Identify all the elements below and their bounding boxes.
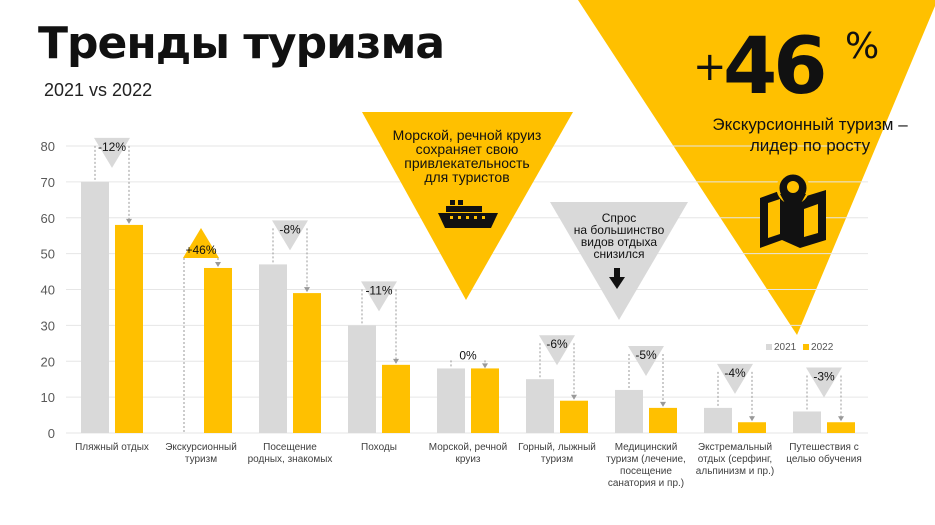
demand-callout-line: снизился	[593, 247, 645, 261]
y-tick-label: 10	[41, 390, 55, 405]
arrow-down-icon	[609, 268, 625, 289]
bar-2021	[259, 264, 287, 433]
cruise-callout-line: Морской, речной круиз	[392, 127, 542, 143]
bar-2022	[204, 267, 232, 433]
y-tick-label: 50	[41, 247, 55, 262]
bar-2022	[471, 368, 499, 433]
legend-swatch-2021	[766, 344, 772, 351]
change-label: 0%	[459, 348, 477, 362]
bar-2022	[293, 293, 321, 433]
bar-2021	[615, 389, 643, 433]
change-triangle-down	[717, 363, 753, 394]
page-title: Тренды туризма	[38, 18, 445, 69]
x-tick-label: Пляжный отдых	[75, 442, 149, 453]
bar-2022	[115, 224, 143, 433]
cruise-callout-line: привлекательность	[404, 155, 530, 171]
legend-label-2021: 2021	[774, 342, 797, 353]
headline-number: 46	[723, 22, 828, 112]
change-arrow	[126, 218, 132, 224]
x-tick-label: Посещение родных, знакомых	[248, 442, 333, 465]
y-tick-label: 70	[41, 175, 55, 190]
cruise-callout-line: сохраняет свою	[415, 141, 519, 157]
change-triangle-down	[94, 137, 130, 168]
demand-callout-line: видов отдыха	[580, 235, 658, 249]
x-tick-label: Морской, речной круиз	[429, 442, 507, 465]
legend: 2021 2022	[766, 342, 837, 353]
bar-2021	[81, 181, 109, 433]
bar-2021	[348, 325, 376, 433]
change-arrow	[393, 358, 399, 364]
demand-callout-triangle	[550, 202, 688, 320]
bar-2021	[437, 368, 465, 433]
demand-callout-line: на большинство	[573, 223, 665, 237]
bar-2021	[793, 411, 821, 433]
change-arrow	[482, 363, 488, 369]
change-triangle-down	[539, 335, 575, 366]
headline-triangle	[578, 0, 935, 335]
y-tick-label: 20	[41, 354, 55, 369]
headline-text: Экскурсионный туризм – лидер по росту	[712, 115, 908, 155]
bar-2022	[738, 422, 766, 433]
change-label: -6%	[546, 337, 568, 351]
change-arrow	[571, 394, 577, 400]
y-axis: 0 10 20 30 40 50 60 70 80	[41, 139, 55, 441]
change-markers: -12% +46% -8% -11% 0% -6% -5% -4% -3%	[94, 137, 844, 433]
change-arrow	[749, 416, 755, 422]
legend-item-2021: 2021	[766, 342, 796, 353]
y-tick-label: 60	[41, 211, 55, 226]
page-subtitle: 2021 vs 2022	[44, 80, 153, 100]
change-triangle-down	[806, 367, 842, 398]
change-label: -11%	[365, 283, 392, 297]
bars: Пляжный отдых Экскурсионный туризм Посещени…	[75, 181, 862, 489]
change-label: -5%	[635, 348, 657, 362]
change-triangle-down	[628, 345, 664, 376]
y-tick-label: 30	[41, 318, 55, 333]
y-tick-label: 0	[48, 426, 55, 441]
change-label: -4%	[724, 366, 746, 380]
y-tick-label: 40	[41, 283, 55, 298]
bar-2022	[560, 400, 588, 433]
change-label: -3%	[813, 369, 835, 383]
change-label: +46%	[185, 243, 216, 257]
bar-2022	[827, 422, 855, 433]
x-tick-label: Путешествия с целью обучения	[786, 442, 862, 465]
x-tick-label: Медицинский туризм (лечение, посещение сана…	[606, 442, 686, 489]
x-tick-label: Экскурсионный туризм	[165, 442, 237, 465]
legend-swatch-2022	[803, 344, 810, 351]
change-arrow	[838, 416, 844, 422]
headline-percent-sign: %	[845, 26, 880, 67]
change-arrow	[215, 261, 221, 267]
change-arrow	[660, 401, 666, 407]
change-arrow	[304, 287, 310, 293]
change-label: -8%	[279, 222, 301, 236]
bar-2021	[526, 379, 554, 433]
y-tick-label: 80	[41, 139, 55, 154]
bar-2022	[382, 364, 410, 433]
change-label: -12%	[98, 140, 126, 154]
x-tick-label: Экстремальный отдых (серфинг, альпинизм и …	[696, 442, 774, 477]
cruise-callout-line: для туристов	[424, 169, 510, 185]
demand-callout-line: Спрос	[601, 211, 637, 225]
change-triangle-down	[361, 281, 397, 312]
ship-icon	[438, 200, 498, 228]
bar-2021	[704, 407, 732, 433]
demand-callout: Спрос на большинство видов отдыха снизил…	[569, 212, 669, 260]
change-triangle-up	[183, 227, 219, 258]
x-tick-label: Походы	[361, 442, 397, 453]
x-tick-label: Горный, лыжный туризм	[518, 442, 596, 465]
cruise-callout: Морской, речной круиз сохраняет свою при…	[372, 128, 562, 184]
legend-item-2022: 2022	[803, 342, 833, 353]
bar-2022	[649, 407, 677, 433]
map-pin-icon	[760, 171, 826, 248]
legend-label-2022: 2022	[811, 342, 834, 353]
change-triangle-down	[272, 220, 308, 251]
headline-plus: +	[693, 44, 727, 90]
